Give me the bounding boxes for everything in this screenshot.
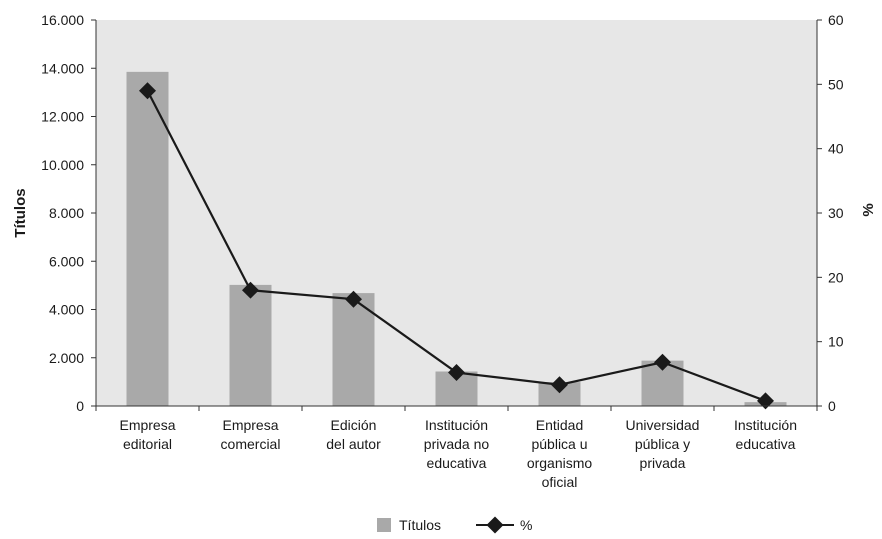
y2-tick-label: 60 [828,12,844,28]
line-marker [139,82,156,100]
plot-area [96,20,817,406]
x-tick-label: Empresa editorial [119,417,175,452]
bar [126,71,169,407]
y-axis-right-ticks: 0 10 20 30 40 50 60 [817,12,844,414]
y-tick-label: 12.000 [41,109,84,125]
line-marker [242,281,259,299]
y2-tick-label: 40 [828,141,844,157]
legend-line-marker [486,516,504,534]
y2-tick-label: 0 [828,398,836,414]
bar [538,382,581,406]
y2-tick-label: 50 [828,76,844,92]
x-tick-label: Institución privada no educativa [424,417,490,471]
x-tick-label: Empresa comercial [221,417,281,452]
x-tick-label: Universidad pública y privada [626,417,700,471]
y-tick-label: 16.000 [41,12,84,28]
y-tick-label: 0 [76,398,84,414]
y2-tick-label: 30 [828,205,844,221]
y-tick-label: 6.000 [49,253,84,269]
bar [229,284,272,406]
bar [332,293,375,406]
x-tick-label: Entidad pública u organismo oficial [527,417,593,490]
y-tick-label: 4.000 [49,302,84,318]
y-axis-title: Títulos [12,188,29,237]
legend-bar-label: Títulos [399,517,441,533]
y2-tick-label: 20 [828,269,844,285]
x-axis-categories: Empresa editorial Empresa comercial Edición d… [95,406,818,490]
y2-axis-title: % [860,203,877,216]
line-marker [654,353,671,371]
y-axis-left-ticks: 0 2.000 4.000 6.000 8.000 10.000 12.000 14.000 1… [41,12,96,414]
y-tick-label: 8.000 [49,205,84,221]
x-tick-label: Edición del autor [326,417,381,452]
line-series [139,82,774,410]
y2-tick-label: 10 [828,334,844,350]
y-tick-label: 14.000 [41,60,84,76]
legend-line-label: % [520,517,532,533]
x-tick-label: Institución educativa [734,417,797,452]
line-marker [757,392,774,410]
legend: Títulos % [377,516,532,534]
legend-bar-swatch [377,518,391,532]
y-tick-label: 2.000 [49,350,84,366]
line-marker [345,290,362,308]
y-tick-label: 10.000 [41,157,84,173]
bar-series [126,71,787,407]
line-marker [448,364,465,382]
line-marker [551,376,568,394]
